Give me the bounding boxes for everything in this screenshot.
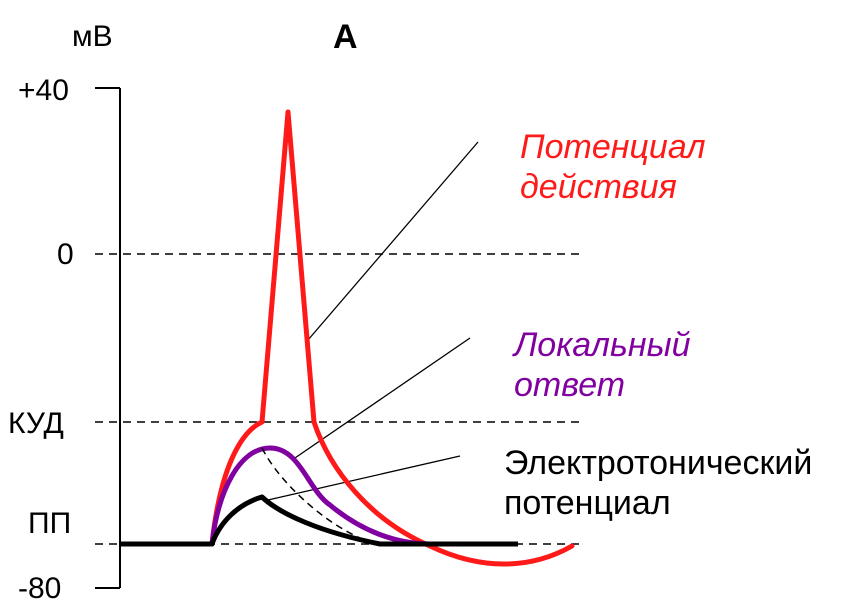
local-response-label-line2: ответ <box>514 366 625 404</box>
leader-action-potential <box>307 141 479 341</box>
tick-threshold: КУД <box>8 407 64 440</box>
tick-zero: 0 <box>57 238 74 271</box>
tick-plus40: +40 <box>18 74 69 107</box>
y-axis <box>95 87 121 589</box>
action-potential-label-line2: действия <box>520 168 677 206</box>
local-response-curve <box>209 445 431 547</box>
electrotonic-curve <box>120 494 518 547</box>
panel-letter: А <box>333 18 358 56</box>
unit-label: мВ <box>72 20 113 53</box>
reference-levels <box>95 253 580 545</box>
electrotonic-label-line2: потенциал <box>504 484 671 522</box>
tick-resting: ПП <box>28 507 71 540</box>
leader-electrotonic <box>267 455 461 501</box>
passive-decay-curve <box>261 447 361 539</box>
action-potential-curve <box>209 109 575 567</box>
leader-local-response <box>291 337 471 461</box>
leader-lines <box>267 141 479 501</box>
electrotonic-label-line1: Электротонический <box>504 444 812 482</box>
action-potential-label-line1: Потенциал <box>520 128 706 166</box>
local-response-label-line1: Локальный <box>512 326 691 364</box>
tick-minus80: -80 <box>18 572 61 605</box>
